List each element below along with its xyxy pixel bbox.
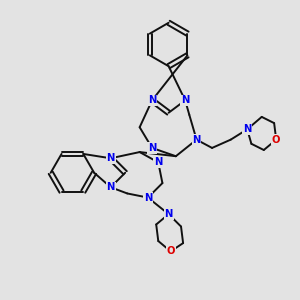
Text: N: N (148, 95, 156, 105)
Text: O: O (272, 135, 281, 145)
Text: N: N (243, 124, 251, 134)
Text: N: N (154, 158, 163, 167)
Text: N: N (192, 135, 201, 145)
Text: O: O (167, 246, 175, 256)
Text: N: N (148, 143, 156, 153)
Text: N: N (144, 193, 152, 202)
Text: N: N (106, 153, 115, 163)
Text: N: N (164, 209, 173, 219)
Text: N: N (106, 182, 115, 192)
Text: N: N (181, 95, 189, 105)
